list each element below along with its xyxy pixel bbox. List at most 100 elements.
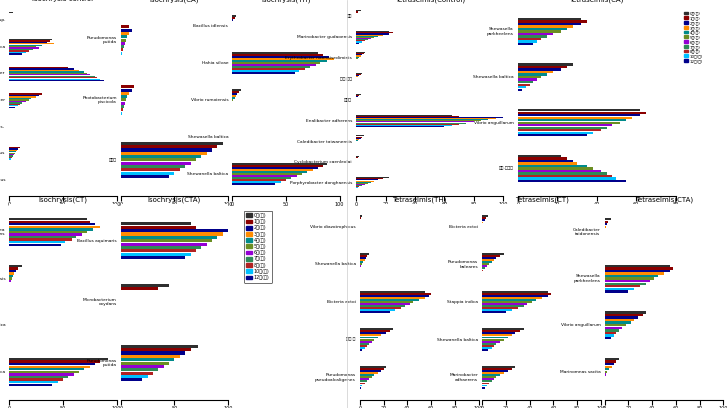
Bar bbox=[482, 268, 485, 269]
Bar bbox=[9, 358, 108, 360]
Bar bbox=[121, 351, 185, 355]
Bar bbox=[605, 288, 634, 290]
Bar bbox=[482, 311, 506, 313]
Bar bbox=[9, 376, 68, 378]
Bar bbox=[9, 47, 39, 49]
Bar bbox=[360, 366, 386, 368]
Bar bbox=[518, 134, 587, 137]
Bar bbox=[9, 270, 16, 272]
Bar bbox=[356, 38, 371, 39]
Bar bbox=[9, 106, 15, 108]
Bar bbox=[9, 265, 23, 267]
Bar bbox=[356, 157, 358, 158]
Bar bbox=[605, 277, 654, 280]
Bar bbox=[518, 177, 616, 180]
Bar bbox=[233, 66, 310, 68]
Bar bbox=[121, 355, 180, 358]
Bar bbox=[121, 368, 158, 371]
Bar bbox=[482, 297, 542, 299]
Bar bbox=[233, 97, 235, 99]
Bar bbox=[9, 275, 12, 277]
Bar bbox=[518, 155, 561, 157]
Bar bbox=[605, 285, 640, 288]
Bar bbox=[9, 99, 29, 101]
Bar bbox=[9, 154, 14, 155]
Bar bbox=[605, 270, 670, 272]
Bar bbox=[9, 67, 68, 68]
Bar bbox=[356, 33, 388, 35]
Bar bbox=[605, 221, 608, 223]
Bar bbox=[518, 170, 601, 172]
Bar bbox=[356, 126, 444, 127]
Bar bbox=[518, 40, 537, 43]
Bar bbox=[9, 52, 25, 53]
Bar bbox=[518, 69, 561, 71]
Bar bbox=[356, 39, 368, 40]
Bar bbox=[605, 358, 619, 360]
Bar bbox=[482, 217, 486, 219]
Bar bbox=[121, 378, 142, 381]
Bar bbox=[482, 330, 521, 332]
Bar bbox=[121, 109, 123, 111]
Bar bbox=[356, 125, 451, 126]
Bar bbox=[482, 293, 551, 295]
Bar bbox=[9, 43, 55, 44]
Bar bbox=[121, 256, 185, 259]
Bar bbox=[356, 75, 359, 76]
Bar bbox=[518, 20, 587, 22]
Bar bbox=[121, 112, 122, 115]
Bar bbox=[233, 60, 326, 62]
Bar bbox=[9, 368, 84, 370]
Bar bbox=[356, 37, 374, 38]
Bar bbox=[9, 381, 57, 383]
Bar bbox=[356, 11, 358, 13]
Bar bbox=[121, 348, 190, 351]
Bar bbox=[356, 135, 364, 136]
Bar bbox=[356, 183, 368, 184]
Bar bbox=[121, 287, 158, 290]
Bar bbox=[482, 345, 494, 347]
Bar bbox=[121, 45, 124, 48]
Legend: 0주(후), 1주(후), 2주(후), 3주(후), 4주(후), 5주(후), 6주(후), 7주(후), 8주(후), 10주(후), 12주(후): 0주(후), 1주(후), 2주(후), 3주(후), 4주(후), 5주(후)… bbox=[683, 10, 704, 64]
Bar bbox=[518, 81, 534, 83]
Bar bbox=[360, 299, 419, 301]
Bar bbox=[9, 373, 73, 376]
Bar bbox=[360, 261, 364, 263]
Bar bbox=[9, 148, 18, 149]
Bar bbox=[356, 42, 359, 44]
Bar bbox=[605, 371, 607, 373]
Bar bbox=[121, 38, 126, 42]
Bar bbox=[9, 267, 18, 270]
Bar bbox=[233, 64, 316, 66]
Bar bbox=[482, 295, 547, 297]
Bar bbox=[356, 52, 365, 53]
Bar bbox=[360, 305, 405, 307]
Bar bbox=[605, 314, 643, 316]
Bar bbox=[121, 89, 132, 91]
Bar bbox=[356, 178, 382, 179]
Bar bbox=[518, 172, 606, 175]
Bar bbox=[356, 118, 496, 119]
Bar bbox=[360, 380, 367, 382]
Title: Isochrysis(CT): Isochrysis(CT) bbox=[39, 196, 87, 203]
Bar bbox=[9, 98, 31, 99]
Bar bbox=[356, 10, 361, 11]
Bar bbox=[482, 374, 500, 376]
Bar bbox=[9, 93, 41, 95]
Bar bbox=[121, 98, 126, 102]
Legend: 0주(후), 1주(후), 2주(후), 3주(후), 4주(후), 5주(후), 6주(후), 7주(후), 8주(후), 10주(후), 12주(후): 0주(후), 1주(후), 2주(후), 3주(후), 4주(후), 5주(후)… bbox=[244, 211, 272, 282]
Bar bbox=[605, 316, 638, 319]
Bar bbox=[518, 38, 542, 40]
Bar bbox=[121, 49, 123, 51]
Bar bbox=[233, 15, 236, 17]
Bar bbox=[605, 290, 628, 293]
Bar bbox=[9, 49, 33, 50]
Bar bbox=[356, 40, 365, 41]
Bar bbox=[518, 43, 534, 45]
Bar bbox=[233, 167, 318, 169]
Bar bbox=[518, 33, 553, 35]
Bar bbox=[9, 53, 23, 55]
Bar bbox=[9, 223, 95, 226]
Bar bbox=[482, 270, 483, 271]
Bar bbox=[518, 109, 640, 111]
